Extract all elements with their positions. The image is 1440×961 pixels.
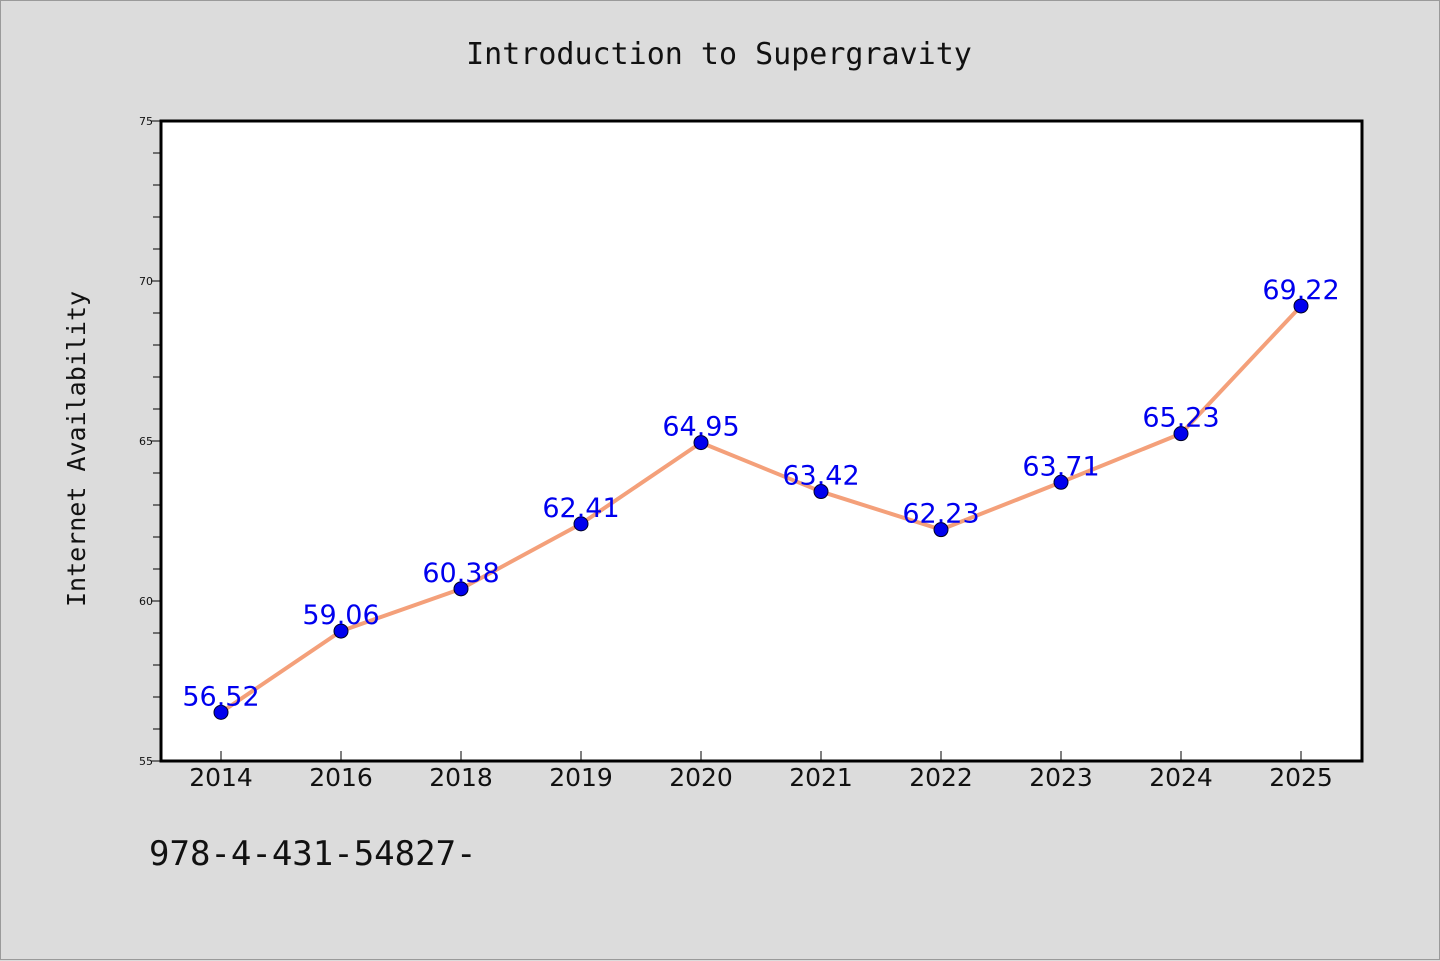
- data-point: [333, 623, 349, 639]
- x-tick-label: 2016: [309, 763, 373, 792]
- y-tick-label: 60: [139, 595, 153, 608]
- x-tick-label: 2024: [1149, 763, 1213, 792]
- y-tick-label: 55: [139, 755, 153, 768]
- y-tick-label: 65: [139, 435, 153, 448]
- data-label: 56.52: [182, 681, 259, 712]
- data-point: [933, 522, 949, 538]
- data-label: 59.06: [302, 600, 379, 631]
- data-label: 62.41: [542, 493, 619, 524]
- data-label: 63.71: [1022, 451, 1099, 482]
- y-tick-label: 70: [139, 275, 153, 288]
- x-tick-label: 2014: [189, 763, 253, 792]
- data-point: [453, 581, 469, 597]
- data-point: [1053, 474, 1069, 490]
- data-point: [813, 484, 829, 500]
- y-tick-label: 75: [139, 115, 153, 128]
- data-point: [573, 516, 589, 532]
- x-tick-label: 2020: [669, 763, 733, 792]
- x-axis-ticks: 2014 2016 2018 2019 2020 2021 2022 2023 2024 2025: [189, 751, 1333, 792]
- data-label: 63.42: [782, 461, 859, 492]
- x-tick-label: 2023: [1029, 763, 1093, 792]
- y-axis-ticks: 55 60 65 70 75: [139, 115, 161, 768]
- data-point: [213, 704, 229, 720]
- data-point: [693, 435, 709, 451]
- series-line: [219, 303, 1303, 715]
- x-tick-label: 2021: [789, 763, 853, 792]
- data-point: [1173, 426, 1189, 442]
- x-tick-label: 2019: [549, 763, 613, 792]
- chart-title: Introduction to Supergravity: [466, 37, 972, 72]
- series-group: [213, 298, 1309, 720]
- data-label: 64.95: [662, 412, 739, 443]
- footer-code: 978-4-431-54827-: [149, 834, 477, 874]
- data-label: 69.22: [1262, 275, 1339, 306]
- data-label: 65.23: [1142, 403, 1219, 434]
- x-tick-label: 2018: [429, 763, 493, 792]
- data-label: 62.23: [902, 499, 979, 530]
- data-point: [1293, 298, 1309, 314]
- data-label: 60.38: [422, 558, 499, 589]
- x-tick-label: 2025: [1269, 763, 1333, 792]
- data-labels: 56.52 59.06 60.38 62.41 64.95 63.42 62.23 63.71…: [182, 275, 1339, 712]
- x-tick-label: 2022: [909, 763, 973, 792]
- y-axis-label: Internet Availability: [62, 291, 91, 607]
